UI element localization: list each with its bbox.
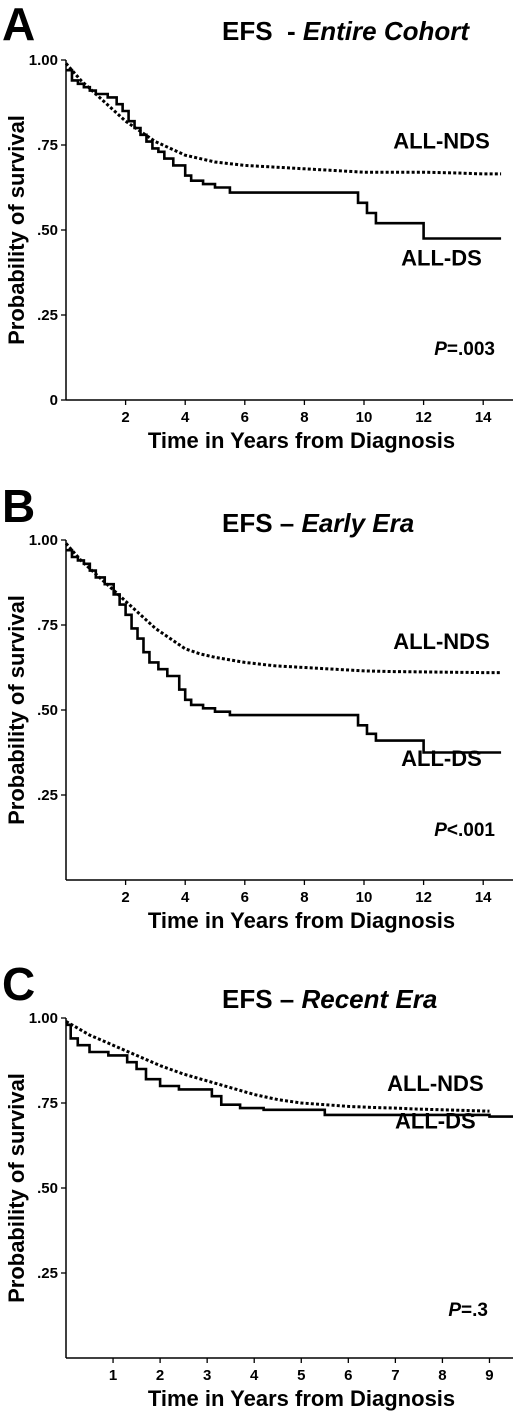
- panel-a-y-tick-label: .25: [37, 307, 58, 324]
- panel-a-title: EFS - Entire Cohort: [222, 16, 470, 46]
- panel-a-series-all-nds: [64, 62, 502, 176]
- panel-a-series-label-all-nds: ALL-NDS: [393, 128, 490, 153]
- panel-a-y-tick-label: 1.00: [29, 52, 58, 69]
- panel-c-x-tick-label: 4: [250, 1367, 259, 1384]
- panel-b-y-axis-label: Probability of survival: [4, 595, 29, 825]
- panel-b-y-tick-label: .25: [37, 787, 58, 804]
- panel-a-letter: A: [2, 0, 35, 50]
- panel-b-x-tick-label: 8: [300, 889, 308, 906]
- panel-a-x-tick-label: 10: [356, 409, 373, 426]
- panel-c-x-tick-label: 1: [109, 1367, 117, 1384]
- panel-a-y-tick-label: 0: [50, 392, 58, 409]
- panel-b-x-tick-label: 2: [121, 889, 129, 906]
- panel-c-x-tick-label: 6: [344, 1367, 352, 1384]
- panel-a-x-tick-label: 14: [475, 409, 492, 426]
- panel-b-x-tick-label: 14: [475, 889, 492, 906]
- panel-a-y-axis-label: Probability of survival: [4, 115, 29, 345]
- panel-a-series-all-ds: [66, 68, 502, 240]
- panel-a-x-tick-label: 6: [241, 409, 249, 426]
- panel-b-x-tick-label: 6: [241, 889, 249, 906]
- panel-a-p-value: P=.003: [434, 339, 495, 360]
- panel-b-title: EFS – Early Era: [222, 508, 414, 538]
- panel-c-y-axis-label: Probability of survival: [4, 1073, 29, 1303]
- panel-c-y-tick-label: .50: [37, 1180, 58, 1197]
- panel-c-series-all-nds: [65, 1020, 490, 1113]
- panel-b-series-label-all-ds: ALL-DS: [401, 746, 482, 771]
- panel-b-y-tick-label: .50: [37, 702, 58, 719]
- panel-c-y-tick-label: 1.00: [29, 1010, 58, 1027]
- panel-c-x-tick-label: 9: [485, 1367, 493, 1384]
- panel-b-x-tick-label: 12: [415, 889, 432, 906]
- panel-c-series-all-ds: [66, 1023, 513, 1118]
- panel-a-x-tick-label: 12: [415, 409, 432, 426]
- panel-b-series-all-nds: [64, 542, 502, 675]
- panel-a-y-tick-label: .75: [37, 137, 58, 154]
- panel-c-letter: C: [2, 958, 35, 1010]
- panel-b-x-axis-label: Time in Years from Diagnosis: [148, 908, 455, 933]
- panel-c-x-axis-label: Time in Years from Diagnosis: [148, 1386, 455, 1411]
- panel-b-p-value: P<.001: [434, 820, 495, 841]
- panel-a-x-axis-label: Time in Years from Diagnosis: [148, 428, 455, 453]
- panel-c-x-tick-label: 3: [203, 1367, 211, 1384]
- panel-b-x-tick-label: 10: [356, 889, 373, 906]
- panel-a-x-tick-label: 8: [300, 409, 308, 426]
- panel-b-letter: B: [2, 480, 35, 532]
- panel-c-y-tick-label: .25: [37, 1265, 58, 1282]
- panel-c-x-tick-label: 8: [438, 1367, 446, 1384]
- panel-a-series-label-all-ds: ALL-DS: [401, 246, 482, 271]
- panel-b-series-all-ds: [66, 548, 502, 754]
- panel-c-title: EFS – Recent Era: [222, 984, 437, 1014]
- panel-c-series-label-all-ds: ALL-DS: [395, 1109, 476, 1134]
- panel-c-series-label-all-nds: ALL-NDS: [387, 1071, 484, 1096]
- panel-c-y-tick-label: .75: [37, 1095, 58, 1112]
- panel-b-y-tick-label: .75: [37, 617, 58, 634]
- panel-c-p-value: P=.3: [448, 1300, 488, 1321]
- panel-c-x-tick-label: 5: [297, 1367, 305, 1384]
- panel-c-x-tick-label: 7: [391, 1367, 399, 1384]
- panel-a-x-tick-label: 4: [181, 409, 190, 426]
- panel-a-y-tick-label: .50: [37, 222, 58, 239]
- panel-c-x-tick-label: 2: [156, 1367, 164, 1384]
- panel-b-y-tick-label: 1.00: [29, 532, 58, 549]
- panel-a-x-tick-label: 2: [121, 409, 129, 426]
- panel-b-x-tick-label: 4: [181, 889, 190, 906]
- panel-b-series-label-all-nds: ALL-NDS: [393, 629, 490, 654]
